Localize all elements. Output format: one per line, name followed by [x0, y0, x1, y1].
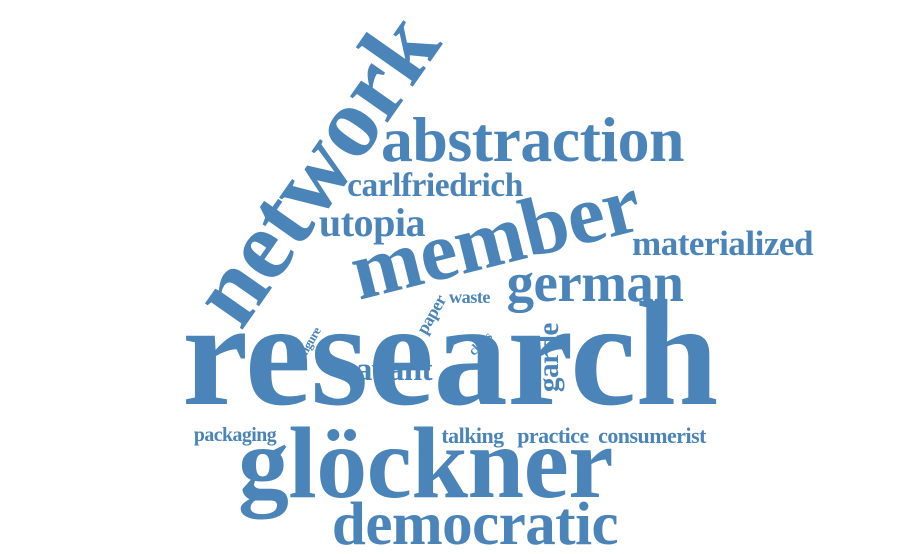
word-democratic: democratic	[331, 491, 619, 554]
word-packaging: packaging	[193, 424, 277, 447]
word-abstraction: abstraction	[381, 104, 684, 176]
word-german: german	[506, 251, 684, 313]
word-consumerist: consumerist	[598, 423, 706, 449]
word-avant: avant	[355, 352, 433, 389]
word-utopia: utopia	[318, 199, 426, 245]
word-glockner: glöckner	[237, 406, 614, 520]
word-talking: talking	[441, 423, 504, 449]
word-materialized: materialized	[631, 224, 814, 264]
word-practice: practice	[517, 423, 589, 449]
word-garde: garde	[532, 323, 565, 393]
word-research: research	[182, 271, 718, 437]
word-carlfriedrich: carlfriedrich	[347, 166, 523, 204]
word-waste: waste	[449, 287, 490, 308]
